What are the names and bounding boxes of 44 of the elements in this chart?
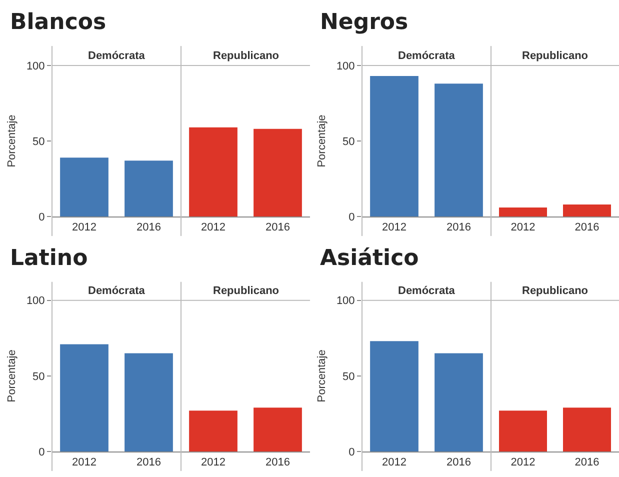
y-tick-label: 0: [38, 446, 45, 458]
chart-subtitle: Demócrata: [88, 285, 146, 297]
y-axis-title: Porcentaje: [6, 350, 18, 402]
x-tick-label: 2012: [382, 456, 406, 469]
y-tick-label: 50: [32, 136, 45, 148]
chart-title: Negros: [320, 10, 408, 35]
y-tick-label: 100: [336, 60, 355, 72]
y-tick-label: 0: [38, 211, 45, 224]
x-tick-label: 2016: [266, 222, 290, 234]
y-tick-label: 100: [26, 295, 45, 308]
chart-title: Asiático: [320, 246, 419, 271]
x-tick-label: 2012: [201, 222, 226, 234]
y-tick-label: 50: [32, 370, 45, 383]
x-tick-label: 2016: [446, 222, 471, 234]
x-tick-label: 2012: [72, 456, 96, 469]
chart-title: Blancos: [10, 10, 106, 35]
y-tick-label: 0: [348, 446, 355, 458]
chart-subtitle: Demócrata: [398, 285, 456, 297]
x-tick-label: 2016: [266, 456, 290, 469]
x-tick-label: 2012: [201, 456, 226, 469]
chart-subtitle: Republicano: [522, 285, 588, 297]
chart-subtitle: Republicano: [213, 50, 280, 62]
chart-subtitle: Demócrata: [398, 50, 456, 62]
x-tick-label: 2016: [574, 222, 600, 234]
y-tick-label: 100: [336, 295, 355, 308]
y-axis-title: Porcentaje: [316, 114, 328, 168]
x-tick-label: 2016: [574, 456, 600, 469]
x-tick-label: 2016: [136, 456, 161, 469]
y-axis-title: Porcentaje: [316, 350, 328, 402]
x-tick-label: 2016: [136, 222, 161, 234]
x-tick-label: 2012: [510, 222, 536, 234]
y-tick-label: 100: [26, 60, 45, 72]
chart-subtitle: Republicano: [522, 50, 588, 62]
y-tick-label: 50: [342, 370, 355, 383]
x-tick-label: 2012: [510, 456, 536, 469]
chart-title: Latino: [10, 246, 88, 271]
chart-subtitle: Republicano: [213, 285, 280, 297]
x-tick-label: 2016: [446, 456, 471, 469]
y-tick-label: 50: [342, 136, 355, 148]
x-tick-label: 2012: [72, 222, 96, 234]
chart-subtitle: Demócrata: [88, 50, 146, 62]
y-axis-title: Porcentaje: [6, 114, 18, 168]
y-tick-label: 0: [348, 211, 355, 224]
x-tick-label: 2012: [382, 222, 406, 234]
